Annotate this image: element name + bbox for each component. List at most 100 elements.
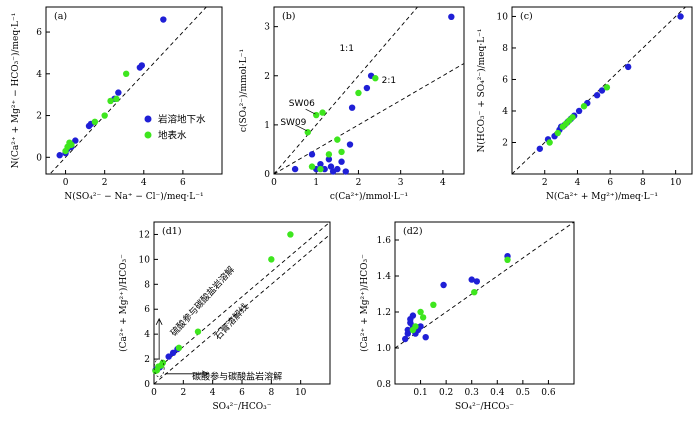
surface-water-point — [419, 314, 427, 321]
surface-water-point — [194, 328, 202, 335]
surface-water-point — [471, 289, 478, 296]
groundwater-point — [325, 156, 333, 163]
x-tick-label: 2 — [180, 388, 186, 398]
y-tick-label: 4 — [144, 330, 150, 340]
y-tick-label: 12 — [139, 230, 150, 240]
y-tick-label: 4 — [502, 107, 508, 117]
reference-line — [274, 63, 464, 174]
groundwater-point — [363, 84, 371, 92]
y-tick-label: 6 — [144, 305, 150, 315]
y-axis-label: (Ca²⁺ + Mg²⁺)/HCO₃⁻ — [359, 254, 370, 352]
surface-water-point — [308, 163, 316, 170]
groundwater-point — [598, 87, 606, 94]
y-tick-label: 1 — [264, 121, 270, 131]
surface-water-point — [554, 129, 562, 137]
reference-line — [154, 222, 330, 372]
panel-label: (d1) — [162, 226, 182, 237]
x-tick-label: 8 — [640, 178, 646, 188]
x-tick-label: 0.5 — [516, 388, 531, 398]
panel-d2: 0.1 0.2 0.3 0.4 0.5 0.6 0.8 1.0 1.2 1.4 1.6 (d2) SO₄… — [359, 221, 575, 412]
reference-line — [512, 7, 686, 174]
groundwater-point — [346, 141, 354, 148]
legend-marker — [144, 131, 152, 139]
panel-label: (c) — [520, 11, 533, 22]
y-tick-label: 6 — [36, 28, 42, 38]
groundwater-point — [169, 349, 177, 357]
plot-frame — [511, 6, 693, 175]
surface-water-point — [287, 231, 294, 238]
legend-label: 岩溶地下水 — [158, 114, 206, 126]
groundwater-point — [422, 334, 429, 341]
panel-a: 0 2 4 6 0 2 4 6 (a) N(SO₄²⁻ − Na⁺ − Cl⁻)/meq·L⁻¹ N… — [10, 6, 223, 202]
groundwater-point — [448, 13, 455, 21]
x-axis-label: SO₄²⁻/HCO₃⁻ — [212, 402, 271, 412]
surface-water-point — [317, 165, 324, 173]
surface-water-point — [412, 323, 419, 330]
groundwater-point — [334, 165, 341, 173]
groundwater-point — [138, 62, 146, 69]
x-tick-label: 0.4 — [490, 388, 505, 398]
groundwater-point — [468, 276, 475, 283]
groundwater-point — [624, 63, 632, 71]
surface-water-point — [113, 95, 120, 103]
panel-c: 2 4 6 8 10 2 4 6 8 10 (c) N(Ca²⁺ + Mg²⁺)/meq·L⁻¹ N(H… — [476, 6, 693, 202]
annotation-label: 2:1 — [382, 76, 396, 86]
arrow-head-icon — [155, 317, 163, 325]
x-tick-label: 4 — [575, 178, 581, 188]
groundwater-point — [473, 278, 481, 285]
surface-water-point — [159, 359, 166, 367]
x-tick-label: 6 — [239, 388, 245, 398]
x-axis-label: N(Ca²⁺ + Mg²⁺)/meq·L⁻¹ — [546, 191, 658, 202]
surface-water-point — [101, 112, 108, 119]
x-tick-label: 0.3 — [465, 388, 480, 398]
surface-water-point — [417, 308, 424, 316]
plot-frame — [45, 6, 223, 175]
surface-water-point — [355, 89, 362, 97]
x-tick-label: 4 — [141, 178, 147, 188]
groundwater-point — [338, 158, 345, 165]
surface-water-point — [580, 103, 588, 110]
leader-line — [305, 108, 316, 115]
groundwater-point — [402, 335, 409, 343]
y-tick-label: 0 — [264, 170, 270, 180]
surface-water-point — [268, 256, 275, 263]
y-axis-label: N(HCO₃⁻ + SO₄²⁻)/meq·L⁻¹ — [476, 29, 487, 153]
x-tick-label: 2 — [102, 178, 108, 188]
surface-water-point — [175, 344, 183, 352]
groundwater-point — [327, 163, 335, 170]
x-tick-label: 0.1 — [413, 388, 427, 398]
x-tick-label: 6 — [180, 178, 186, 188]
groundwater-point — [115, 89, 122, 96]
leader-line — [294, 124, 308, 132]
surface-water-point — [122, 70, 130, 78]
annotation-label: SW09 — [280, 118, 306, 128]
y-tick-label: 1.2 — [377, 308, 391, 318]
x-tick-label: 2 — [542, 178, 548, 188]
y-tick-label: 8 — [502, 44, 508, 54]
x-tick-label: 0 — [271, 178, 277, 188]
groundwater-point — [593, 92, 601, 99]
panel-label: (a) — [54, 11, 67, 22]
y-tick-label: 10 — [497, 12, 509, 22]
annotation-label: SW06 — [289, 99, 315, 109]
legend-label: 地表水 — [158, 130, 187, 142]
surface-water-point — [313, 111, 320, 119]
x-tick-label: 1 — [313, 178, 319, 188]
groundwater-point — [348, 104, 356, 111]
arrow-head-icon — [201, 370, 210, 378]
surface-water-point — [569, 114, 576, 121]
surface-water-point — [325, 151, 333, 158]
panel-b: 0 1 2 3 4 0 1 2 3 (b) c(Ca²⁺)/mmol·L⁻¹ c(SO₄²⁻)/mmo… — [238, 6, 465, 202]
y-tick-label: 0 — [36, 153, 42, 163]
groundwater-point — [160, 16, 167, 23]
y-axis-label: (Ca²⁺ + Mg²⁺)/HCO₃⁻ — [118, 254, 129, 352]
x-tick-label: 2 — [356, 178, 362, 188]
groundwater-point — [317, 160, 324, 168]
x-tick-label: 0.6 — [541, 388, 556, 398]
reference-line — [49, 7, 207, 174]
surface-water-point — [430, 301, 437, 308]
annotation-label: 石膏溶解线 — [212, 301, 251, 342]
groundwater-point — [440, 281, 447, 289]
panel-d1: 0 2 4 6 8 10 0 2 4 6 8 10 12 (d1) SO₄²⁻/HCO₃⁻ (Ca²⁺ + M… — [118, 221, 331, 412]
annotation-label: 1:1 — [339, 44, 353, 54]
